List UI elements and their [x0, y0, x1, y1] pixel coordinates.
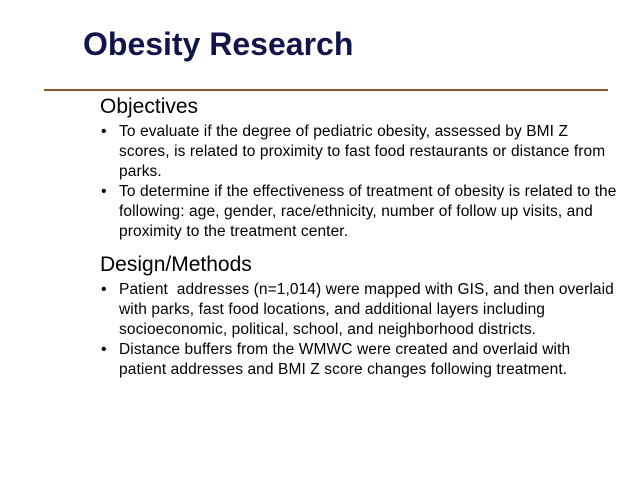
bullet-icon: •: [101, 281, 107, 298]
list-item: • To evaluate if the degree of pediatric…: [100, 122, 620, 182]
section-heading: Objectives: [100, 95, 199, 118]
bullet-list: • To evaluate if the degree of pediatric…: [100, 122, 620, 242]
bullet-icon: •: [101, 123, 107, 140]
slide-title: Obesity Research: [83, 26, 354, 62]
design-methods-section: Design/Methods • Patient addresses (n=1,…: [100, 252, 620, 380]
title-divider: [44, 89, 608, 91]
bullet-text: Distance buffers from the WMWC were crea…: [119, 341, 571, 378]
bullet-text: To evaluate if the degree of pediatric o…: [119, 123, 606, 180]
bullet-icon: •: [101, 341, 107, 358]
bullet-text: Patient addresses (n=1,014) were mapped …: [119, 281, 619, 338]
list-item: • To determine if the effectiveness of t…: [100, 182, 620, 242]
bullet-icon: •: [101, 183, 107, 200]
list-item: • Patient addresses (n=1,014) were mappe…: [100, 280, 620, 340]
bullet-list: • Patient addresses (n=1,014) were mappe…: [100, 280, 620, 380]
objectives-section: Objectives • To evaluate if the degree o…: [100, 94, 620, 242]
section-heading: Design/Methods: [100, 253, 252, 276]
bullet-text: To determine if the effectiveness of tre…: [119, 183, 617, 240]
list-item: • Distance buffers from the WMWC were cr…: [100, 340, 620, 380]
